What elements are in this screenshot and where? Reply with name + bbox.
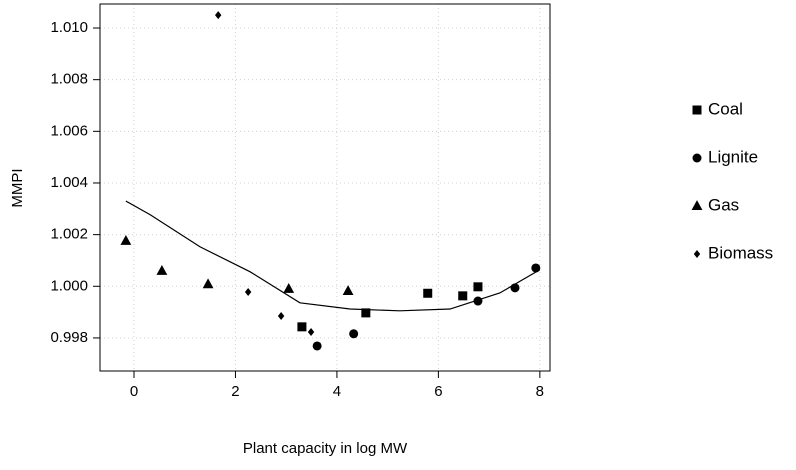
marker-square: [692, 105, 702, 115]
x-tick-label: 2: [231, 383, 239, 400]
marker-triangle: [156, 264, 168, 275]
marker-diamond: [277, 311, 285, 320]
marker-diamond: [693, 250, 701, 258]
marker-circle: [692, 153, 702, 163]
marker-circle: [312, 341, 322, 351]
marker-square: [297, 322, 307, 332]
x-tick-label: 8: [536, 383, 544, 400]
marker-triangle: [283, 283, 295, 293]
marker-triangle: [202, 278, 214, 289]
legend-label: Gas: [708, 195, 739, 214]
plot-frame: [99, 3, 551, 372]
y-tick-label: 1.008: [50, 71, 88, 88]
x-tick-label: 0: [130, 383, 138, 400]
marker-square: [423, 288, 433, 298]
y-axis-label: MMPI: [9, 168, 26, 207]
y-tick-label: 1.010: [50, 19, 88, 36]
x-tick-label: 4: [333, 383, 341, 400]
marker-square: [473, 282, 483, 292]
x-axis-label: Plant capacity in log MW: [243, 440, 408, 457]
legend-label: Lignite: [708, 147, 758, 166]
y-tick-label: 1.006: [50, 122, 88, 139]
marker-circle: [349, 329, 359, 339]
y-tick-label: 0.998: [50, 329, 88, 346]
marker-circle: [531, 263, 541, 273]
marker-triangle: [120, 234, 132, 245]
marker-triangle: [691, 200, 703, 211]
marker-square: [458, 291, 468, 301]
marker-triangle: [342, 285, 354, 295]
y-tick-label: 1.002: [50, 226, 88, 243]
marker-circle: [473, 296, 483, 306]
y-tick-label: 1.004: [50, 174, 88, 191]
marker-square: [361, 308, 371, 318]
fit-curve: [125, 200, 541, 312]
marker-diamond: [244, 287, 252, 296]
legend-label: Biomass: [708, 243, 773, 262]
y-tick-label: 1.000: [50, 277, 88, 294]
marker-diamond: [215, 11, 222, 20]
x-tick-label: 6: [434, 383, 442, 400]
marker-circle: [510, 283, 520, 293]
legend-label: Coal: [708, 99, 743, 118]
marker-diamond: [307, 328, 315, 337]
